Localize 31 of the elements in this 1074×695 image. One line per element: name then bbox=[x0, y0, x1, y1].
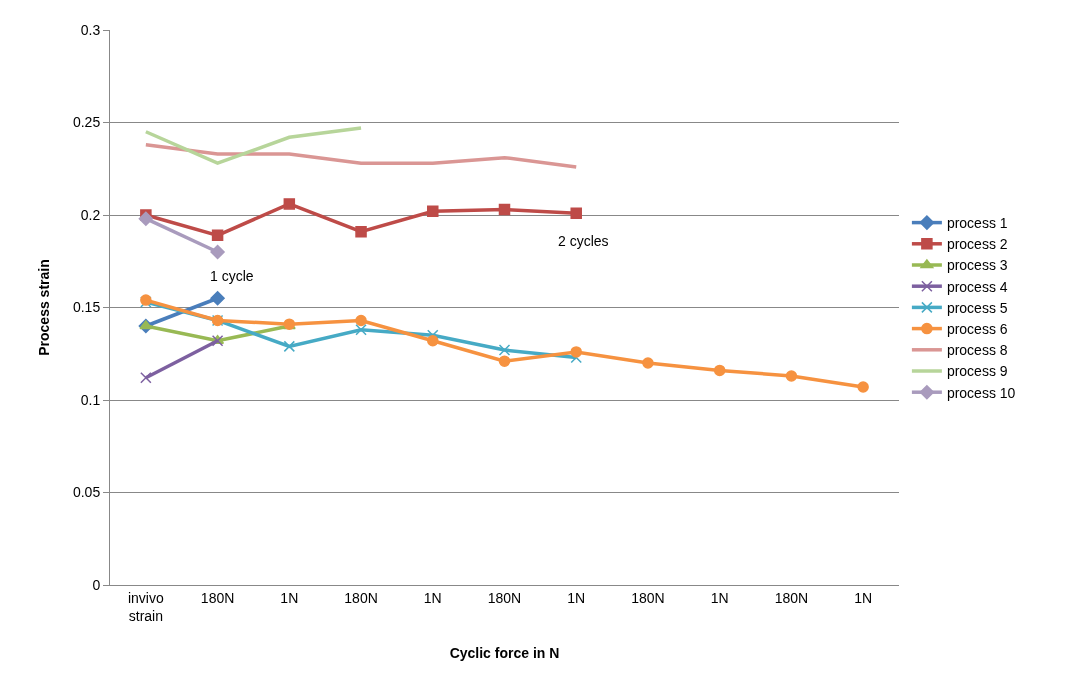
x-tick-label: 1N bbox=[280, 589, 299, 606]
legend-label: process 4 bbox=[946, 278, 1008, 295]
legend-label: process 5 bbox=[946, 299, 1008, 316]
x-tick-label: 180N bbox=[344, 589, 378, 606]
legend-label: process 2 bbox=[946, 236, 1008, 253]
legend-label: process 6 bbox=[946, 321, 1008, 338]
legend-label: process 9 bbox=[946, 363, 1008, 380]
x-tick-label: 180N bbox=[487, 589, 522, 606]
y-tick-label: 0.05 bbox=[72, 484, 101, 501]
legend-label: process 3 bbox=[946, 257, 1008, 274]
y-axis-title: Process strain bbox=[35, 259, 52, 356]
y-tick-label: 0 bbox=[92, 576, 101, 593]
x-axis-title: Cyclic force in N bbox=[449, 645, 560, 662]
y-tick-label: 0.25 bbox=[72, 114, 101, 131]
annotation: 1 cycle bbox=[210, 268, 254, 284]
x-tick-label: 1N bbox=[567, 589, 586, 606]
x-tick-label: 1N bbox=[423, 589, 442, 606]
x-tick-label: 180N bbox=[631, 589, 665, 606]
x-tick-label: 180N bbox=[200, 589, 235, 606]
y-tick-label: 0.15 bbox=[72, 299, 101, 316]
y-tick-label: 0.1 bbox=[80, 391, 101, 408]
x-tick-label: 1N bbox=[854, 589, 873, 606]
y-tick-label: 0.2 bbox=[80, 206, 101, 223]
x-tick-label: 180N bbox=[774, 589, 809, 606]
x-tick-label: 1N bbox=[710, 589, 729, 606]
legend-label: process 8 bbox=[946, 342, 1008, 359]
legend-label: process 10 bbox=[946, 384, 1016, 401]
legend-label: process 1 bbox=[946, 215, 1008, 232]
y-tick-label: 0.3 bbox=[80, 21, 101, 38]
annotation: 2 cycles bbox=[558, 233, 609, 249]
x-tick-label: invivo strain bbox=[127, 589, 164, 624]
